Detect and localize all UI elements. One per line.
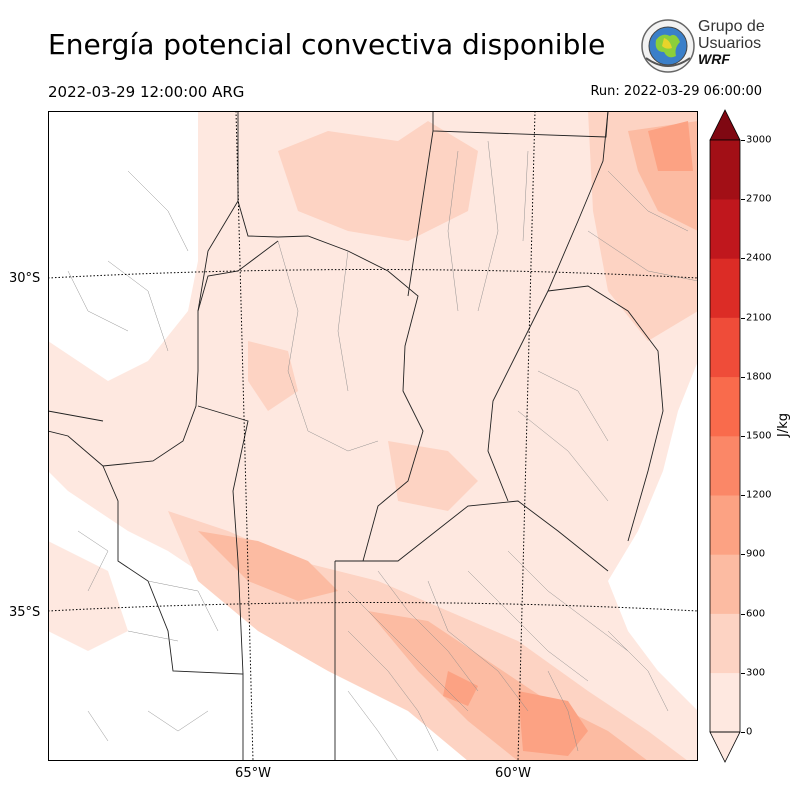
cape-map [48, 111, 698, 761]
colorbar-extend-min [709, 731, 741, 763]
colorbar-tick-label: 1200 [746, 489, 772, 501]
colorbar-tick-label: 600 [746, 608, 766, 620]
cape-field-300-600 [248, 341, 298, 411]
run-time: Run: 2022-03-29 06:00:00 [590, 84, 762, 99]
colorbar-band [710, 140, 740, 200]
colorbar-band [710, 613, 740, 674]
colorbar-band [710, 376, 740, 437]
colorbar-tick-label: 3000 [746, 134, 772, 146]
colorbar-tick-label: 1500 [746, 430, 772, 442]
colorbar-tick-mark [741, 140, 745, 141]
cape-field-300-600 [388, 441, 478, 511]
colorbar-tick-mark [741, 258, 745, 260]
lon-label-60w: 60°W [495, 766, 531, 781]
colorbar-tick-mark [741, 554, 745, 556]
graticule [48, 111, 698, 761]
lat-label-35s: 35°S [9, 605, 41, 620]
colorbar-band [710, 258, 740, 318]
logo-line-2: Usuarios [698, 35, 762, 52]
colorbar-band [710, 554, 740, 614]
colorbar-tick-mark [741, 317, 745, 319]
lon-label-65w: 65°W [235, 766, 271, 781]
colorbar-band [710, 436, 740, 496]
colorbar-tick-mark [741, 613, 745, 615]
colorbar-tick-mark [741, 376, 745, 378]
colorbar-band [710, 495, 740, 555]
colorbar-tick-label: 1800 [746, 371, 772, 383]
cape-field-900-1200 [443, 671, 478, 706]
cape-field-0-300 [48, 541, 128, 651]
colorbar [709, 109, 741, 763]
logo-line-3: WRF [698, 51, 730, 67]
colorbar-tick-label: 2100 [746, 312, 772, 324]
colorbar-tick-mark [741, 732, 745, 733]
logo-line-1: Grupo de [698, 18, 765, 35]
colorbar-band [710, 199, 740, 259]
colorbar-tick-mark [741, 672, 745, 674]
colorbar-unit: J/kg [776, 413, 791, 437]
colorbar-band [710, 672, 740, 733]
cape-field-300-600 [278, 121, 478, 241]
cape-field-0-300 [48, 381, 98, 461]
colorbar-tick-mark [741, 436, 745, 437]
cape-field-900-1200 [648, 121, 693, 171]
valid-time: 2022-03-29 12:00:00 ARG [48, 83, 245, 101]
colorbar-tick-mark [741, 495, 745, 497]
colorbar-tick-label: 300 [746, 667, 766, 679]
cape-field-600-900 [198, 531, 338, 601]
colorbar-tick-mark [741, 199, 745, 201]
cape-field-0-300 [48, 111, 698, 761]
colorbar-tick-label: 2400 [746, 252, 772, 264]
department-borders [67, 140, 698, 761]
colorbar-tick-label: 2700 [746, 193, 772, 205]
chart-title: Energía potencial convectiva disponible [48, 28, 606, 61]
colorbar-extend-max [709, 109, 741, 141]
colorbar-tick-label: 0 [746, 726, 753, 738]
globe-seal-icon [641, 19, 695, 73]
lat-label-30s: 30°S [9, 271, 41, 286]
colorbar-tick-label: 900 [746, 548, 766, 560]
colorbar-frame [709, 139, 741, 733]
map-frame [48, 111, 698, 761]
province-borders [48, 111, 664, 761]
colorbar-band [710, 317, 740, 378]
cape-field-900-1200 [518, 691, 588, 756]
grupo-wrf-logo: Grupo de Usuarios WRF [640, 18, 770, 73]
